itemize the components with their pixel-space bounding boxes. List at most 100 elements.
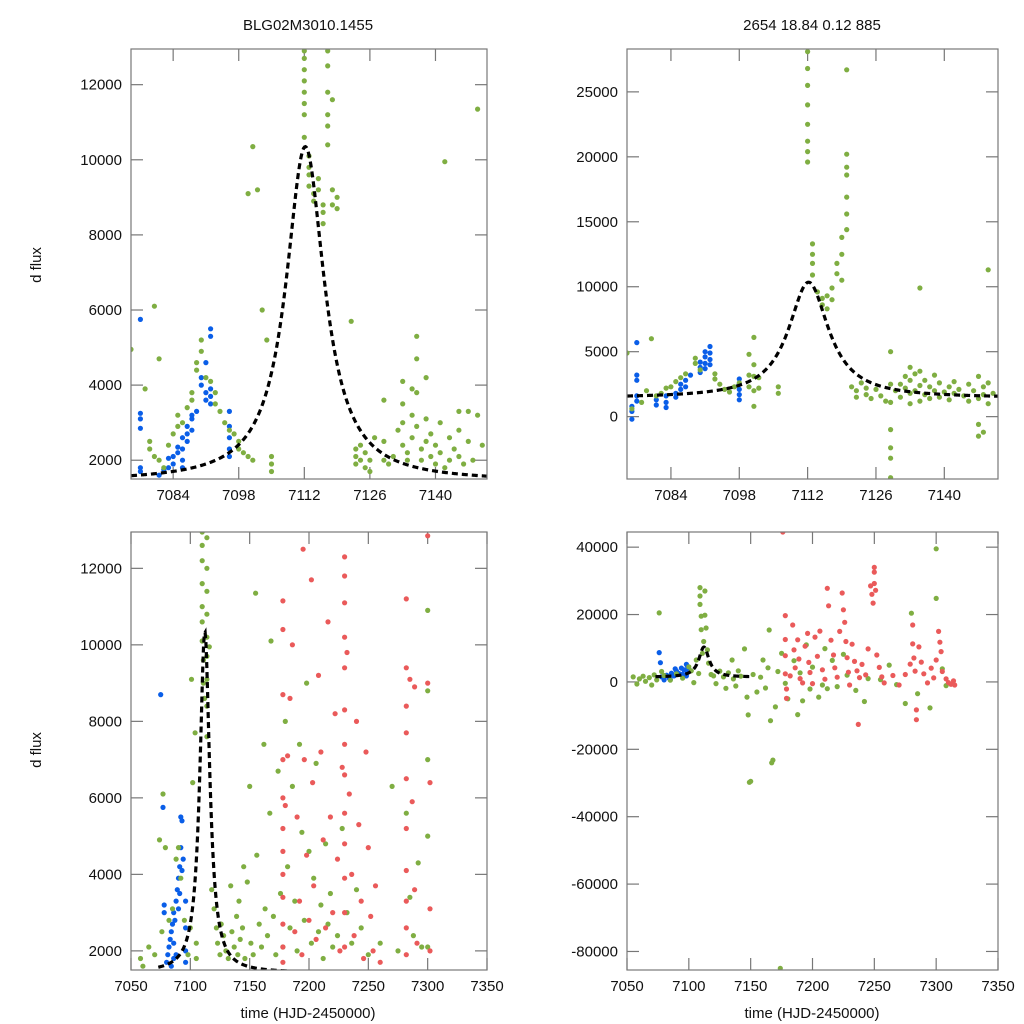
data-point-red — [844, 655, 850, 661]
data-point-green — [730, 676, 737, 682]
data-point-green — [217, 408, 223, 414]
data-point-green — [301, 78, 307, 84]
y-tick-label: 10000 — [80, 637, 122, 654]
data-point-red — [313, 936, 319, 943]
data-point-green — [748, 778, 754, 784]
data-point-red — [863, 672, 869, 678]
data-point-green — [902, 385, 908, 391]
x-axis-title-left: time (HJD-2450000) — [240, 1005, 375, 1022]
data-point-blue — [173, 898, 179, 904]
data-point-blue — [137, 416, 143, 422]
data-point-green — [927, 395, 933, 402]
data-point-green — [365, 952, 371, 958]
data-point-green — [936, 380, 943, 386]
data-point-green — [357, 457, 364, 463]
data-point-green — [805, 149, 811, 155]
data-point-green — [442, 159, 448, 165]
data-point-green — [834, 271, 840, 277]
data-point-green — [819, 295, 825, 301]
data-point-green — [268, 461, 275, 467]
data-point-blue — [189, 416, 195, 422]
x-tick-label: 7100 — [672, 978, 705, 995]
data-point-red — [403, 867, 409, 874]
data-point-green — [268, 453, 275, 460]
data-point-red — [403, 776, 409, 782]
data-point-red — [842, 619, 848, 625]
data-point-green — [334, 206, 340, 212]
data-point-green — [437, 420, 443, 426]
data-point-green — [946, 384, 952, 390]
data-point-red — [933, 657, 939, 663]
data-point-green — [323, 841, 329, 847]
data-point-green — [418, 457, 424, 463]
data-point-green — [204, 588, 210, 594]
model-curve — [655, 645, 751, 679]
data-point-blue — [137, 316, 143, 322]
data-point-green — [917, 285, 923, 291]
data-point-green — [844, 211, 850, 217]
data-point-green — [750, 671, 756, 678]
data-point-green — [731, 384, 738, 390]
data-point-green — [217, 952, 223, 958]
data-point-green — [461, 461, 467, 467]
data-point-red — [342, 634, 348, 640]
plot-frame — [130, 531, 488, 971]
data-point-green — [844, 227, 850, 233]
data-point-green — [888, 427, 894, 433]
data-point-green — [204, 535, 210, 541]
data-point-green — [381, 438, 387, 444]
data-point-green — [834, 684, 840, 690]
data-point-green — [751, 362, 757, 368]
data-point-green — [254, 187, 261, 193]
data-point-green — [147, 438, 153, 444]
data-point-green — [325, 123, 331, 129]
data-point-blue — [137, 410, 143, 416]
data-point-red — [342, 772, 348, 778]
data-point-red — [304, 852, 310, 858]
data-point-green — [751, 334, 757, 340]
data-point-green — [161, 465, 167, 471]
data-point-red — [280, 921, 286, 927]
data-point-green — [423, 416, 429, 422]
data-point-blue — [208, 386, 214, 392]
data-point-green — [185, 952, 191, 958]
data-point-green — [175, 423, 181, 429]
data-point-blue — [177, 890, 183, 897]
data-point-green — [819, 682, 826, 688]
data-point-green — [760, 657, 766, 663]
data-point-green — [878, 393, 884, 399]
data-point-green — [229, 929, 235, 935]
data-point-red — [896, 682, 902, 688]
data-point-green — [912, 371, 918, 377]
data-point-red — [783, 695, 790, 702]
data-point-green — [409, 386, 415, 392]
data-point-blue — [168, 929, 174, 935]
data-point-blue — [179, 457, 186, 463]
data-point-green — [627, 350, 630, 356]
data-point-green — [805, 138, 811, 144]
data-point-red — [403, 898, 409, 904]
data-point-green — [178, 875, 184, 881]
data-point-green — [697, 585, 703, 591]
data-point-green — [648, 336, 655, 342]
data-point-green — [241, 864, 247, 870]
data-point-green — [697, 601, 703, 608]
data-point-green — [204, 565, 210, 571]
data-point-green — [409, 435, 415, 441]
data-point-green — [723, 685, 729, 691]
data-point-green — [840, 651, 847, 657]
data-point-green — [245, 191, 251, 197]
data-point-red — [936, 628, 942, 635]
data-point-green — [980, 384, 987, 390]
panel-bottom-left: 7050 7100 7150 7200 7250 7300 7350 2000 4000 6000… — [80, 531, 504, 995]
y-tick-label: 12000 — [80, 560, 122, 577]
data-point-red — [856, 675, 863, 681]
model-curve — [131, 144, 487, 478]
data-point-red — [403, 925, 409, 931]
data-point-green — [772, 704, 779, 710]
data-point-red — [814, 653, 821, 659]
model-curve — [627, 280, 998, 398]
data-point-green — [395, 948, 401, 954]
data-point-green — [275, 768, 281, 774]
data-point-red — [859, 661, 865, 668]
